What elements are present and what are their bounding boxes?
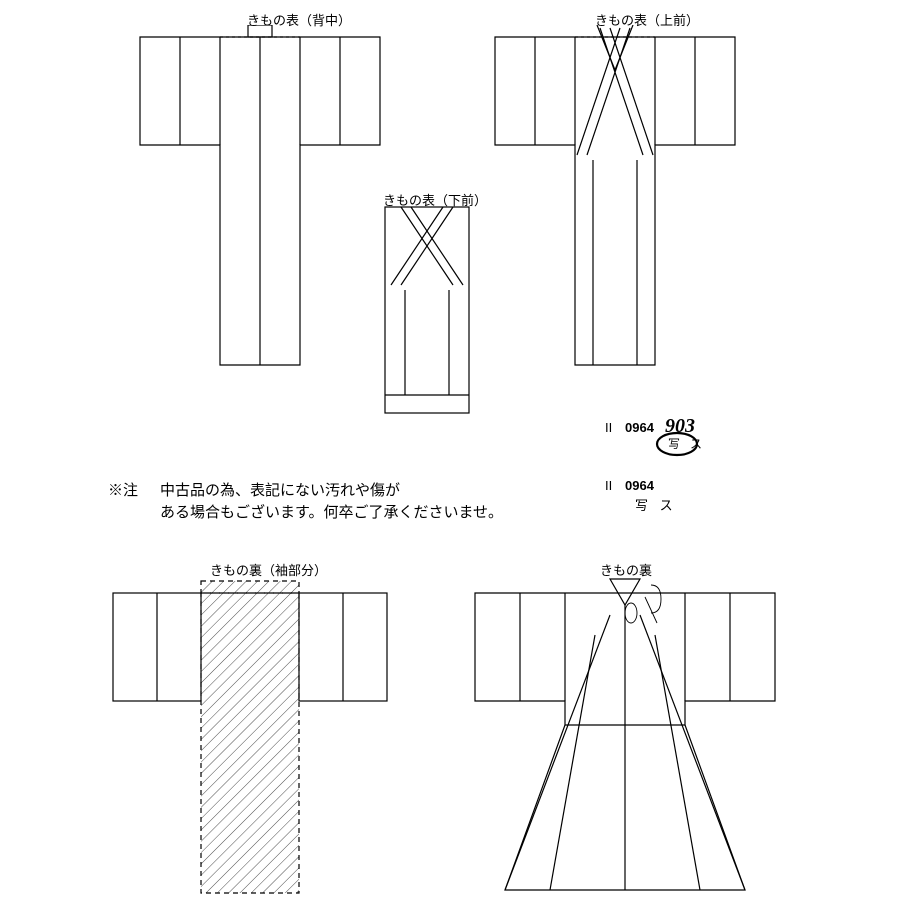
code1-ellipse: 写 ス [655, 430, 705, 458]
kimono-lower-front-svg [383, 205, 471, 415]
code1-num: 0964 [625, 420, 654, 435]
code2-sub: 写 ス [635, 495, 677, 514]
note-marker: ※注 [108, 480, 138, 503]
kimono-lining-svg [455, 575, 795, 900]
code2-prefix: II [605, 478, 612, 493]
kimono-back-svg [130, 25, 390, 370]
code2-num: 0964 [625, 478, 654, 493]
kimono-lining-sleeve-svg [105, 575, 395, 900]
svg-text:ス: ス [690, 437, 702, 451]
svg-text:写: 写 [668, 437, 680, 451]
kimono-upper-front-svg [485, 25, 745, 370]
note-line1: 中古品の為、表記にない汚れや傷が [160, 480, 400, 503]
note-line2: ある場合もございます。何卒ご了承くださいませ。 [160, 502, 503, 525]
code1-prefix: II [605, 420, 612, 435]
